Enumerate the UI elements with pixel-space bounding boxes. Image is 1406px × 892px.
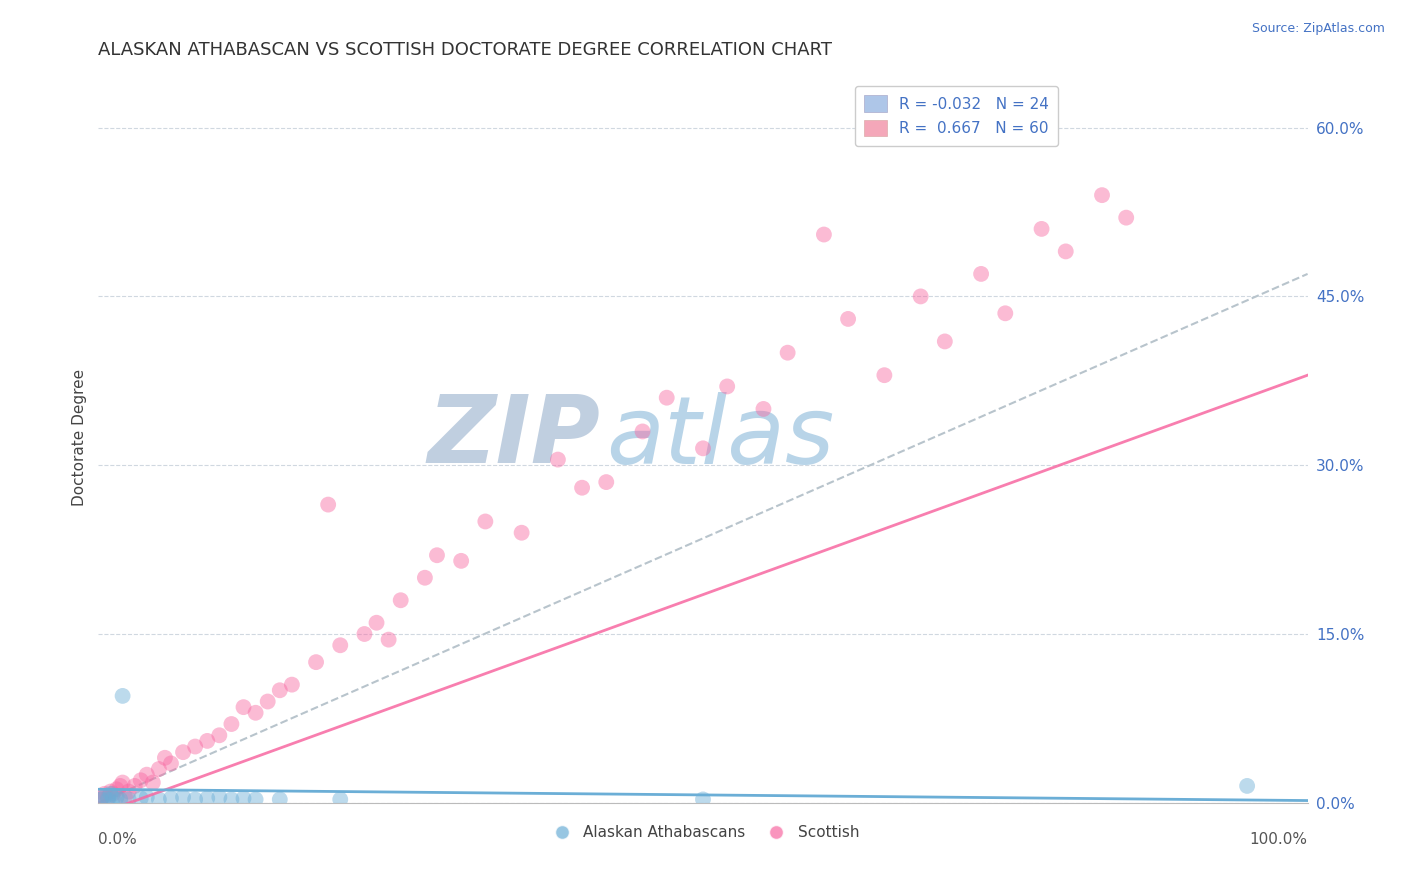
Point xyxy=(1091,188,1114,202)
Point xyxy=(208,790,231,805)
Point xyxy=(910,289,932,303)
Point xyxy=(305,655,328,669)
Point xyxy=(571,481,593,495)
Point xyxy=(776,345,799,359)
Point xyxy=(135,790,157,805)
Point xyxy=(93,790,115,805)
Point xyxy=(245,706,267,720)
Point xyxy=(195,791,218,805)
Point xyxy=(97,790,120,805)
Point xyxy=(124,779,146,793)
Point xyxy=(474,515,496,529)
Point xyxy=(873,368,896,383)
Text: ZIP: ZIP xyxy=(427,391,600,483)
Point xyxy=(118,792,141,806)
Point xyxy=(160,791,183,805)
Point xyxy=(353,627,375,641)
Text: ALASKAN ATHABASCAN VS SCOTTISH DOCTORATE DEGREE CORRELATION CHART: ALASKAN ATHABASCAN VS SCOTTISH DOCTORATE… xyxy=(98,41,832,59)
Point xyxy=(208,728,231,742)
Y-axis label: Doctorate Degree: Doctorate Degree xyxy=(72,368,87,506)
Point xyxy=(692,442,714,456)
Point xyxy=(97,792,120,806)
Point xyxy=(413,571,436,585)
Point xyxy=(245,792,267,806)
Point xyxy=(692,792,714,806)
Point xyxy=(1031,222,1053,236)
Text: Source: ZipAtlas.com: Source: ZipAtlas.com xyxy=(1251,22,1385,36)
Point xyxy=(281,678,304,692)
Point xyxy=(129,773,152,788)
Point xyxy=(389,593,412,607)
Point xyxy=(1115,211,1137,225)
Point xyxy=(108,792,131,806)
Legend: Alaskan Athabascans, Scottish: Alaskan Athabascans, Scottish xyxy=(541,819,865,847)
Point xyxy=(316,498,339,512)
Point xyxy=(631,425,654,439)
Point xyxy=(547,452,569,467)
Point xyxy=(716,379,738,393)
Point xyxy=(184,792,207,806)
Point xyxy=(142,775,165,789)
Point xyxy=(105,782,128,797)
Text: 100.0%: 100.0% xyxy=(1250,832,1308,847)
Point xyxy=(114,790,136,805)
Point xyxy=(970,267,993,281)
Point xyxy=(184,739,207,754)
Point xyxy=(450,554,472,568)
Point xyxy=(153,751,176,765)
Point xyxy=(232,791,254,805)
Point xyxy=(934,334,956,349)
Point xyxy=(655,391,678,405)
Point xyxy=(118,784,141,798)
Point xyxy=(366,615,388,630)
Point xyxy=(221,717,243,731)
Point xyxy=(90,792,112,806)
Point xyxy=(510,525,533,540)
Point xyxy=(994,306,1017,320)
Text: 0.0%: 0.0% xyxy=(98,832,138,847)
Point xyxy=(329,792,352,806)
Point xyxy=(111,689,134,703)
Point xyxy=(101,791,124,805)
Text: atlas: atlas xyxy=(606,392,835,483)
Point xyxy=(1236,779,1258,793)
Point xyxy=(93,787,115,801)
Point xyxy=(105,790,128,805)
Point xyxy=(221,792,243,806)
Point xyxy=(269,683,291,698)
Point xyxy=(129,791,152,805)
Point xyxy=(329,638,352,652)
Point xyxy=(101,787,124,801)
Point xyxy=(256,694,278,708)
Point xyxy=(172,745,194,759)
Point xyxy=(108,779,131,793)
Point xyxy=(148,762,170,776)
Point xyxy=(752,401,775,416)
Point xyxy=(837,312,859,326)
Point xyxy=(148,792,170,806)
Point xyxy=(232,700,254,714)
Point xyxy=(111,775,134,789)
Point xyxy=(426,548,449,562)
Point xyxy=(135,767,157,781)
Point xyxy=(377,632,399,647)
Point xyxy=(1054,244,1077,259)
Point xyxy=(91,790,114,805)
Point xyxy=(172,790,194,805)
Point xyxy=(195,734,218,748)
Point xyxy=(100,787,122,801)
Point xyxy=(269,792,291,806)
Point xyxy=(90,792,112,806)
Point xyxy=(160,756,183,771)
Point xyxy=(595,475,617,489)
Point xyxy=(100,784,122,798)
Point xyxy=(813,227,835,242)
